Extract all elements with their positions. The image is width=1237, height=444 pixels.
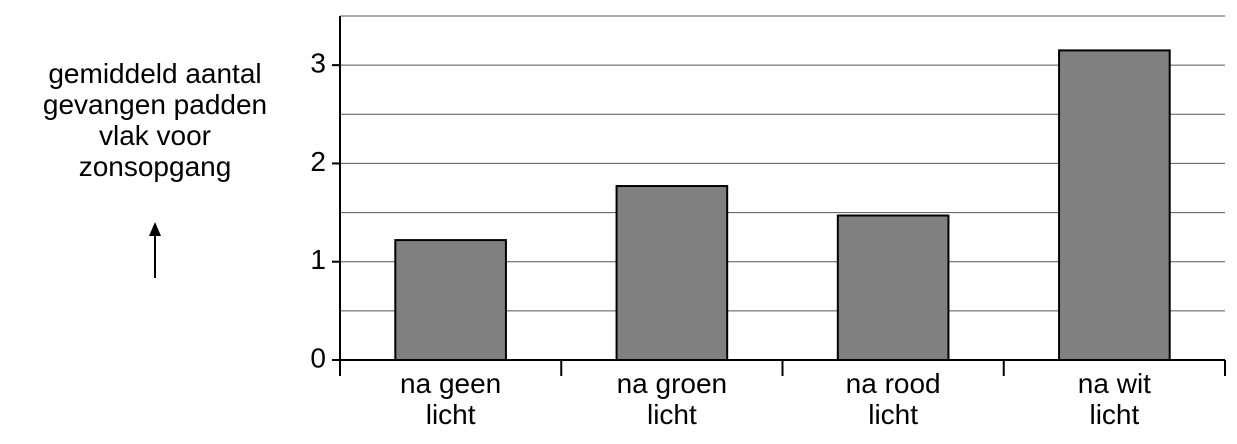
x-tick-label: na rood licht [845, 368, 941, 430]
x-tick-label: na groen licht [616, 368, 728, 430]
y-tick-label: 3 [310, 48, 326, 79]
bar [1058, 49, 1171, 362]
y-tick-label: 0 [310, 342, 326, 373]
x-tick-label: na geen licht [400, 368, 502, 430]
bar [836, 214, 950, 361]
y-tick-label: 2 [310, 146, 326, 177]
y-tick-label: 1 [310, 244, 326, 275]
bar [615, 185, 729, 361]
y-axis-label: gemiddeld aantal gevangen padden vlak vo… [42, 58, 268, 182]
x-tick-label: na wit licht [1077, 368, 1151, 430]
bar [394, 239, 507, 361]
arrow-head [149, 222, 161, 236]
